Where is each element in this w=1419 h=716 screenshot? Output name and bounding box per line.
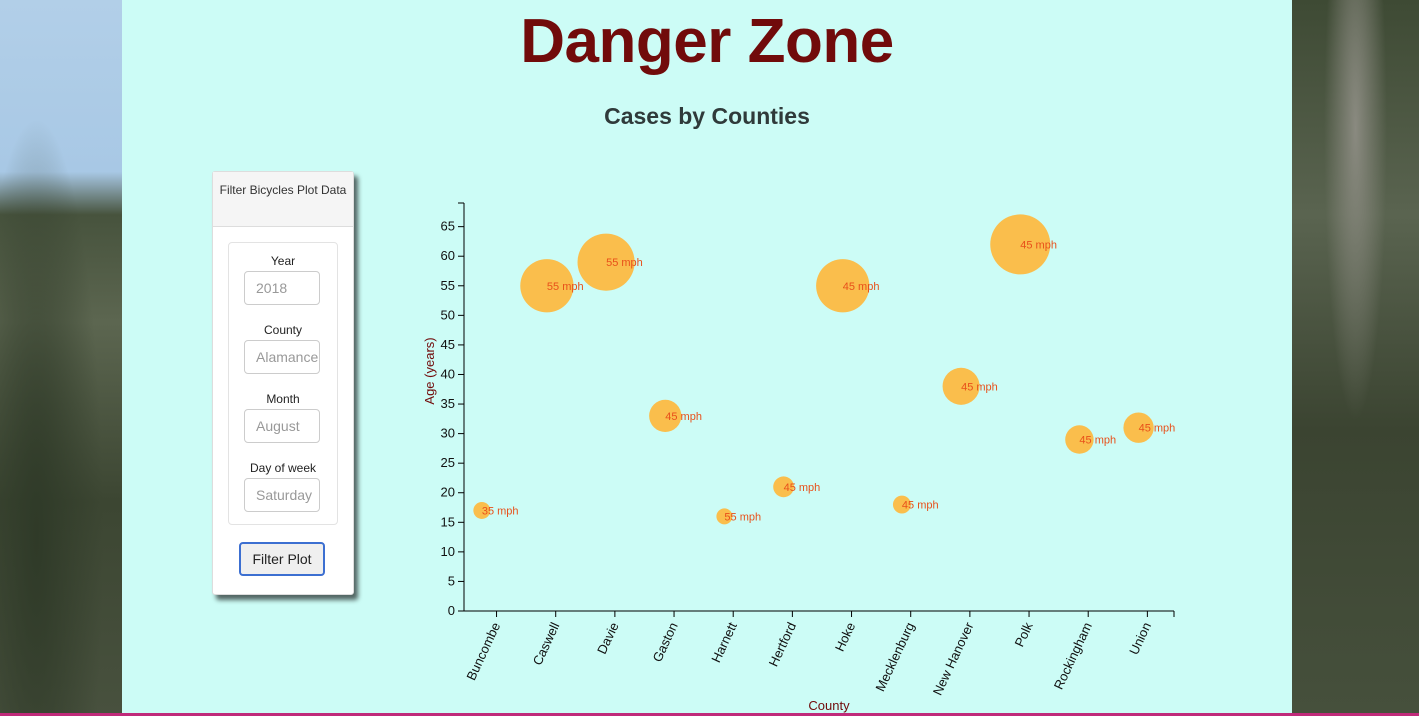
main-container: Danger Zone Cases by Counties Filter Bic…: [122, 0, 1292, 713]
filter-panel-heading: Filter Bicycles Plot Data: [213, 172, 353, 227]
x-tick-label: Harnett: [708, 620, 740, 665]
month-input[interactable]: August: [244, 409, 320, 443]
filter-plot-button[interactable]: Filter Plot: [239, 542, 325, 576]
y-tick-label: 5: [448, 573, 455, 588]
data-point-bubble: [942, 367, 980, 405]
data-point-label: 55 mph: [547, 281, 584, 293]
x-tick-label: Caswell: [530, 620, 563, 668]
data-point-bubble: [716, 508, 733, 525]
data-point-bubble: [1065, 425, 1094, 454]
chart-heading: Cases by Counties: [604, 103, 810, 129]
month-label: Month: [266, 392, 300, 406]
x-tick-label: Polk: [1011, 619, 1035, 649]
day-of-week-label: Day of week: [249, 461, 317, 475]
data-point-label: 45 mph: [1020, 239, 1057, 251]
year-label: Year: [270, 254, 296, 268]
y-tick-label: 40: [441, 366, 455, 381]
data-point-bubble: [990, 214, 1051, 275]
page-title: Danger Zone: [520, 7, 894, 76]
filter-panel: Filter Bicycles Plot Data Year 2018 Coun…: [212, 171, 354, 595]
y-tick-label: 50: [441, 307, 455, 322]
data-point-bubble: [773, 476, 794, 498]
x-tick-label: Mecklenburg: [872, 620, 917, 694]
y-tick-label: 35: [441, 396, 455, 411]
data-point-label: 45 mph: [784, 482, 821, 494]
data-point-label: 45 mph: [1079, 435, 1116, 447]
filter-form: Year 2018 County Alamance Month August D…: [228, 242, 338, 525]
data-point-label: 55 mph: [606, 257, 643, 269]
data-point-bubble: [473, 502, 491, 519]
y-tick-label: 30: [441, 426, 455, 441]
x-tick-label: Hertford: [766, 620, 799, 669]
y-tick-label: 20: [441, 485, 455, 500]
x-tick-label: New Hanover: [930, 619, 977, 697]
x-tick-label: Hoke: [832, 620, 858, 654]
y-tick-label: 65: [441, 219, 455, 234]
y-tick-label: 60: [441, 248, 455, 263]
y-axis-title: Age (years): [422, 337, 437, 404]
data-point-bubble: [577, 233, 635, 291]
y-tick-label: 0: [448, 603, 455, 618]
y-tick-label: 55: [441, 278, 455, 293]
background-photo-left: [0, 0, 122, 716]
x-tick-label: Rockingham: [1051, 620, 1095, 692]
x-tick-label: Union: [1126, 620, 1154, 657]
year-input[interactable]: 2018: [244, 271, 320, 305]
x-tick-label: Davie: [594, 620, 622, 656]
data-point-bubble: [649, 399, 682, 432]
data-point-bubble: [816, 259, 870, 313]
data-point-label: 45 mph: [665, 411, 702, 423]
day-of-week-input[interactable]: Saturday: [244, 478, 320, 512]
data-point-label: 45 mph: [843, 281, 880, 293]
background-photo-right: [1292, 0, 1419, 716]
y-tick-label: 25: [441, 455, 455, 470]
x-tick-label: Buncombe: [463, 620, 503, 683]
data-point-bubble: [892, 495, 911, 514]
data-point-bubble: [1123, 412, 1154, 443]
data-point-label: 55 mph: [724, 511, 761, 523]
data-point-bubble: [520, 259, 574, 313]
bubble-chart: 0 5 10 15 20 25 30 35 40 45 50 55 60 65 Buncombe Caswel…: [422, 202, 1176, 713]
county-label: County: [263, 323, 303, 337]
data-point-label: 45 mph: [961, 381, 998, 393]
y-tick-label: 15: [441, 514, 455, 529]
county-input[interactable]: Alamance: [244, 340, 320, 374]
y-tick-label: 45: [441, 337, 455, 352]
y-tick-label: 10: [441, 544, 455, 559]
x-axis-title: County: [808, 698, 850, 713]
data-point-label: 45 mph: [1139, 423, 1176, 435]
x-tick-label: Gaston: [649, 620, 680, 664]
bottom-edge: [0, 713, 1419, 716]
data-point-label: 35 mph: [482, 505, 519, 517]
data-point-label: 45 mph: [902, 500, 939, 512]
